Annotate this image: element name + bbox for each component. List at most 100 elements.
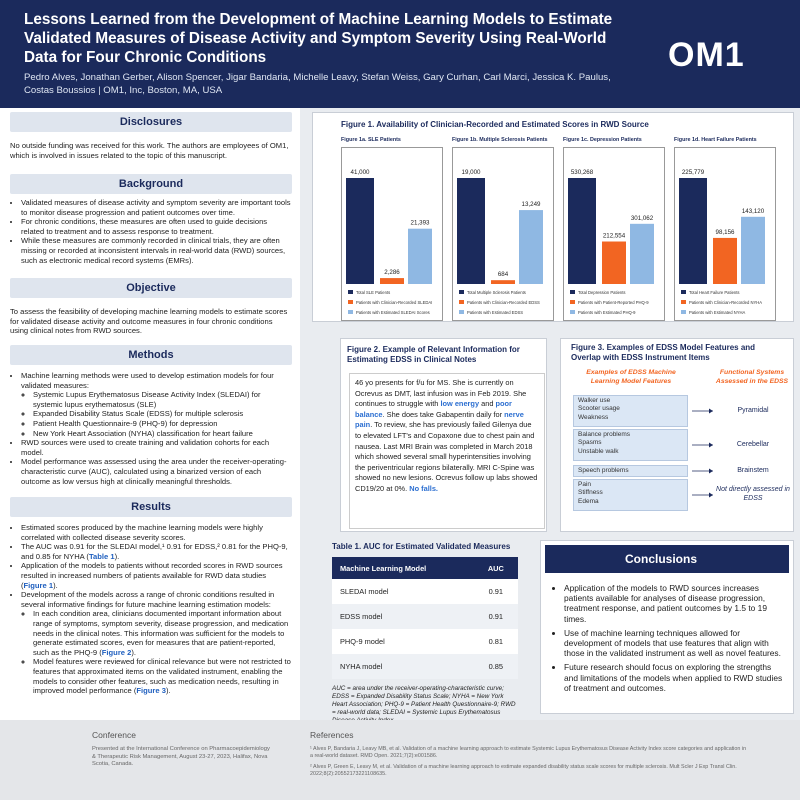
highlight: nerve pain [355,409,524,430]
text-run: RWD sources were used to create training… [21,438,270,457]
feature-group: Pain Stiffness Edema [573,479,688,511]
text-run: Model performance was assessed using the… [21,457,287,486]
bullet: Machine learning methods were used to de… [21,371,292,438]
bar [602,241,626,284]
legend-swatch [348,300,353,304]
text-run: New York Heart Association (NYHA) classi… [33,428,253,438]
highlight: Figure 1 [23,580,54,590]
text-run: The AUC was 0.91 for the SLEDAI model,¹ … [21,542,288,561]
functional-system: Pyramidal [737,407,769,414]
bullet-list: Validated measures of disease activity a… [10,198,292,265]
clinical-note: 46 yo presents for f/u for MS. She is cu… [349,373,545,529]
highlight: Figure 2 [101,647,132,657]
legend-label: Patients with Clinician-Recorded EDSS [467,300,540,305]
table-cell: 0.85 [473,654,518,679]
panel-title: Figure 1c. Depression Patients [563,137,642,143]
legend-swatch [681,300,686,304]
legend-swatch [681,290,686,294]
background-list: Validated measures of disease activity a… [10,198,292,265]
feature-group: Walker use Scooter usage Weakness [573,395,688,427]
legend-swatch [348,310,353,314]
legend-label: Total Heart Failure Patients [689,290,740,295]
functional-system: Not directly assessed in EDSS [716,486,790,502]
bullet: Patient Health Questionnaire-9 (PHQ-9) f… [33,419,292,429]
footer-heading: Conference [92,730,136,740]
bullet: Model features were reviewed for clinica… [33,657,292,695]
panel-title: Figure 1d. Heart Failure Patients [674,137,757,143]
reference: ¹ Alves P, Bandaria J, Leavy MB, et al. … [310,746,747,759]
text-run: Validated measures of disease activity a… [21,198,291,217]
text-run: ). [131,647,136,657]
bullet: For chronic conditions, these measures a… [21,217,292,236]
bar [491,280,515,284]
highlight: Figure 3 [136,686,166,696]
text-run: While these measures are commonly record… [21,236,286,265]
arrow-head [709,468,713,474]
highlight: Table 1 [88,551,115,561]
text-run: Use of machine learning techniques allow… [564,627,781,659]
feature: Balance problems [578,431,631,438]
bullet: In each condition area, clinicians docum… [33,609,292,657]
bar-chart: 41,000 2,286 21,393 Total SLE Patients Patie… [341,147,443,321]
legend-label: Patients with Clinician-Recorded SLEDAI [356,300,432,305]
text-run: Machine learning methods were used to de… [21,371,274,390]
functional-system: Brainstem [737,467,769,474]
bullet: Application of the models to RWD sources… [564,583,783,624]
table-cell: 0.91 [473,604,518,629]
column-header: Machine Learning Model [332,557,474,579]
arrows [692,408,713,498]
text-run: Estimated scores produced by the machine… [21,523,263,542]
bullet: Expanded Disability Status Scale (EDSS) … [33,409,292,419]
panel-title: Figure 1a. SLE Patients [341,137,401,143]
highlight: poor balance [355,399,512,419]
table-footnote: AUC = area under the receiver-operating-… [332,685,516,724]
logo: OM1 [668,36,745,74]
feature: Unstable walk [578,447,619,455]
table-title: Table 1. AUC for Estimated Validated Mea… [332,542,511,551]
text-run: In each condition area, clinicians docum… [33,609,289,657]
methods-list: Machine learning methods were used to de… [10,371,292,486]
arrow-head [709,408,713,414]
bullet: Development of the models across a range… [21,590,292,696]
bullet: Application of the models to patients wi… [21,561,292,590]
arrow-head [709,442,713,448]
legend-label: Patients with Estimated PHQ-9 [578,310,636,315]
text-run: Future research should focus on explorin… [564,662,783,693]
bullet-list: Estimated scores produced by the machine… [10,523,292,696]
bar [519,210,543,284]
feature: Spasms [578,439,602,447]
text-run: ). [114,551,120,561]
legend-swatch [459,300,464,304]
bullet: The AUC was 0.91 for the SLEDAI model,¹ … [21,542,292,561]
panel-title: Figure 1b. Multiple Sclerosis Patients [452,137,548,143]
conclusions: Conclusions Application of the models to… [540,540,794,714]
footer-heading: References [310,730,354,740]
feature: Pain [578,481,592,488]
feature: Walker use [578,397,611,404]
table-row: NYHA model 0.85 [332,654,518,679]
auc-table: Machine Learning Model AUC SLEDAI model 0.9… [332,557,518,679]
header: Lessons Learned from the Development of … [0,0,800,108]
legend-label: Patients with Estimated SLEDAI Scores [356,310,430,315]
bar-chart: 530,268 212,554 301,062 Total Depression Pa… [563,147,665,321]
value-label: 13,249 [522,201,541,208]
bar [408,228,432,284]
functional-system: Cerebellar [736,441,770,448]
figure-2: Figure 2. Example of Relevant Informatio… [340,338,547,532]
text-run: . To review, she has previously failed G… [355,420,538,493]
value-label: 301,062 [631,215,654,222]
highlight: No falls. [409,483,438,493]
feature: Weakness [578,413,609,421]
legend-label: Total Multiple Sclerosis Patients [467,290,526,295]
table-row: EDSS model 0.91 [332,604,518,629]
legend-swatch [570,300,575,304]
text-run: Model features were reviewed for clinica… [33,657,291,696]
table-cell: 0.81 [473,629,518,654]
figure-title: Figure 2. Example of Relevant Informatio… [347,345,520,364]
table-row: SLEDAI model 0.91 [332,579,518,604]
bar [630,223,654,284]
bullet-list: Systemic Lupus Erythematosus Disease Act… [21,390,292,438]
footer: Conference Presented at the Internationa… [0,720,800,800]
left-column: Disclosures No outside funding was recei… [0,108,300,720]
